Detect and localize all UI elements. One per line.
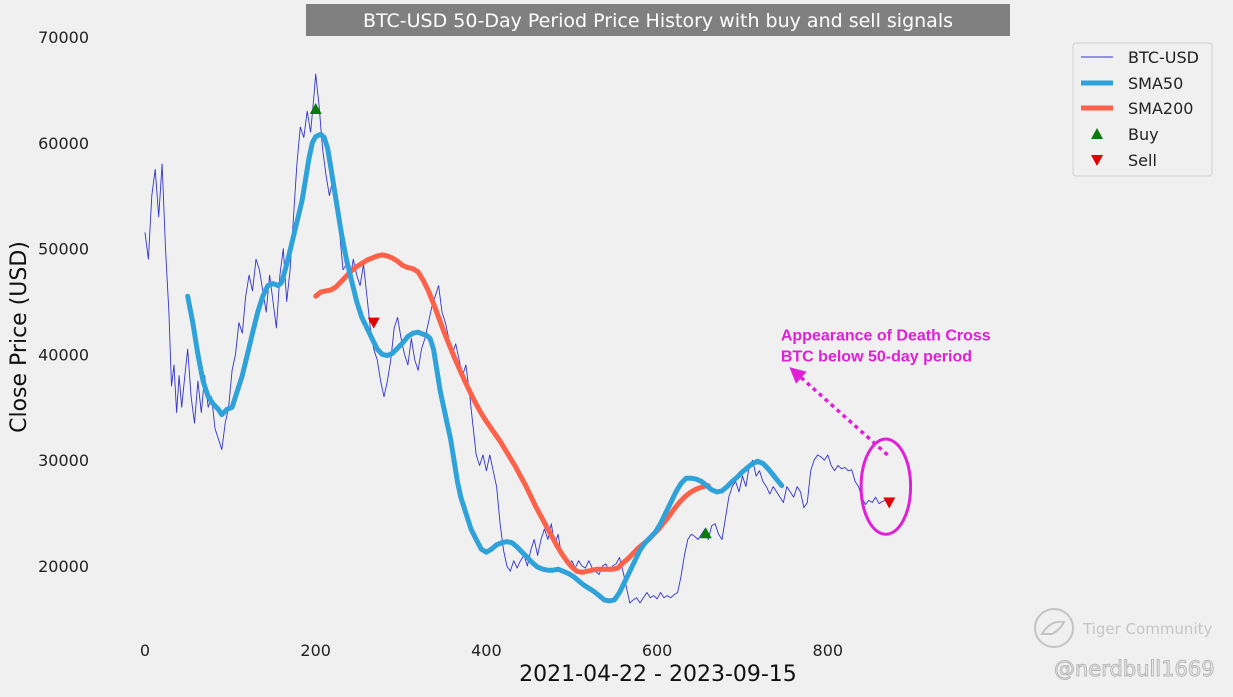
x-tick-label: 400 bbox=[471, 641, 502, 660]
x-tick-label: 600 bbox=[642, 641, 673, 660]
y-tick-label: 60000 bbox=[38, 134, 89, 153]
annotation-arrow-head bbox=[789, 367, 807, 384]
buy-signal-marker bbox=[309, 102, 322, 114]
chart-title-box bbox=[306, 4, 1010, 36]
series-line-btc-usd bbox=[144, 73, 887, 604]
series-line-sma50 bbox=[185, 131, 785, 604]
x-tick-label: 200 bbox=[300, 641, 331, 660]
y-tick-label: 40000 bbox=[38, 345, 89, 364]
legend-label-buy: Buy bbox=[1128, 125, 1159, 144]
annotation-arrow-line bbox=[800, 376, 889, 457]
x-tick-label: 800 bbox=[813, 641, 844, 660]
tiger-logo-icon bbox=[1034, 608, 1074, 648]
sell-signal-marker bbox=[367, 317, 380, 329]
legend: BTC-USD SMA50 SMA200 Buy Sell bbox=[1072, 42, 1213, 177]
y-tick-label: 30000 bbox=[38, 451, 89, 470]
y-axis-ticks: 20000 30000 40000 50000 60000 70000 bbox=[38, 28, 89, 576]
legend-label-sma200: SMA200 bbox=[1128, 99, 1193, 118]
watermark-brand: Tiger Community bbox=[1082, 620, 1212, 638]
x-tick-label: 0 bbox=[140, 641, 150, 660]
y-tick-label: 20000 bbox=[38, 557, 89, 576]
death-cross-circle bbox=[859, 437, 913, 536]
sell-signal-marker bbox=[883, 497, 896, 509]
annotation-line-2: BTC below 50-day period bbox=[781, 349, 972, 366]
watermark: Tiger Community @nerdbull1669 bbox=[1034, 608, 1215, 682]
x-axis-ticks: 0 200 400 600 800 bbox=[140, 641, 843, 660]
legend-label-sell: Sell bbox=[1128, 151, 1157, 170]
legend-swatch-buy bbox=[1091, 128, 1103, 139]
buy-signal-marker bbox=[699, 527, 712, 539]
watermark-handle: @nerdbull1669 bbox=[1054, 657, 1215, 681]
signal-markers bbox=[309, 102, 896, 539]
death-cross-annotation: Appearance of Death Cross BTC below 50-d… bbox=[781, 328, 991, 536]
x-axis-label: 2021-04-22 - 2023-09-15 bbox=[519, 662, 797, 687]
chart-title: BTC-USD 50-Day Period Price History with… bbox=[363, 10, 953, 32]
y-tick-label: 70000 bbox=[38, 28, 89, 47]
legend-label-sma50: SMA50 bbox=[1128, 74, 1183, 93]
legend-label-btc-usd: BTC-USD bbox=[1128, 48, 1199, 67]
y-axis-label: Close Price (USD) bbox=[7, 241, 32, 433]
legend-box bbox=[1072, 42, 1213, 177]
y-tick-label: 50000 bbox=[38, 240, 89, 259]
legend-swatch-sell bbox=[1091, 155, 1103, 166]
annotation-line-1: Appearance of Death Cross bbox=[781, 328, 991, 345]
